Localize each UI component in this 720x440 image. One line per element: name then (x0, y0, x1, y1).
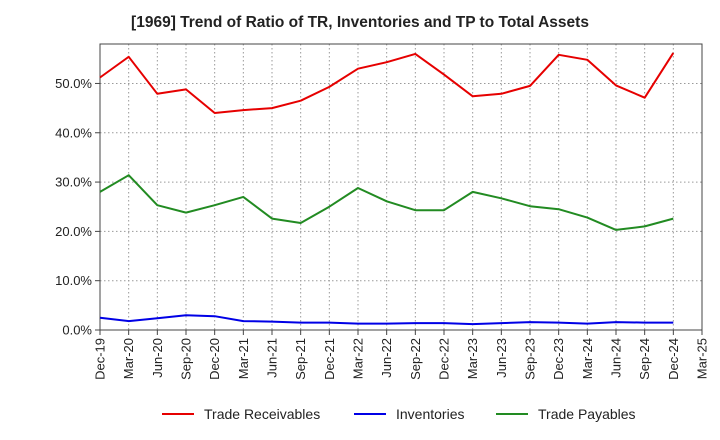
legend-label-trade-payables: Trade Payables (538, 406, 636, 422)
y-tick-label: 50.0% (55, 76, 92, 91)
x-tick-label: Mar-23 (465, 338, 480, 379)
x-tick-label: Jun-23 (494, 338, 509, 378)
x-tick-label: Jun-22 (379, 338, 394, 378)
series-line-inventories (99, 314, 674, 326)
series-line-trade-payables (99, 174, 674, 231)
x-tick-label: Jun-24 (609, 338, 624, 378)
x-tick-label: Sep-22 (408, 338, 423, 380)
y-tick-label: 40.0% (55, 125, 92, 140)
legend-item-trade-receivables: Trade Receivables (162, 404, 320, 424)
x-tick-label: Jun-20 (150, 338, 165, 378)
x-tick-label: Dec-23 (551, 338, 566, 380)
x-tick-label: Sep-23 (523, 338, 538, 380)
legend-swatch-trade-payables (496, 413, 528, 415)
y-tick-label: 10.0% (55, 273, 92, 288)
x-tick-label: Dec-21 (322, 338, 337, 380)
x-tick-label: Mar-24 (580, 338, 595, 379)
legend-swatch-inventories (354, 413, 386, 415)
x-tick-label: Jun-21 (265, 338, 280, 378)
x-tick-label: Dec-19 (93, 338, 108, 380)
legend-label-trade-receivables: Trade Receivables (204, 406, 321, 422)
legend-item-trade-payables: Trade Payables (496, 404, 636, 424)
legend-label-inventories: Inventories (396, 406, 465, 422)
y-tick-label: 20.0% (55, 224, 92, 239)
series-line-trade-receivables (99, 52, 675, 114)
x-tick-label: Sep-24 (637, 338, 652, 380)
x-tick-label: Dec-24 (666, 338, 681, 380)
chart-title: [1969] Trend of Ratio of TR, Inventories… (131, 14, 589, 31)
x-tick-label: Dec-20 (207, 338, 222, 380)
legend-swatch-trade-receivables (162, 413, 194, 415)
y-tick-label: 0.0% (62, 323, 92, 338)
plot-area-frame (99, 43, 703, 331)
x-tick-label: Mar-20 (121, 338, 136, 379)
x-tick-label: Sep-20 (179, 338, 194, 380)
x-tick-label: Sep-21 (293, 338, 308, 380)
legend-item-inventories: Inventories (354, 404, 464, 424)
x-tick-label: Mar-21 (236, 338, 251, 379)
x-tick-label: Dec-22 (437, 338, 452, 380)
chart-legend: Trade Receivables Inventories Trade Paya… (0, 404, 720, 424)
x-tick-label: Mar-25 (695, 338, 710, 379)
y-tick-label: 30.0% (55, 175, 92, 190)
x-tick-label: Mar-22 (351, 338, 366, 379)
